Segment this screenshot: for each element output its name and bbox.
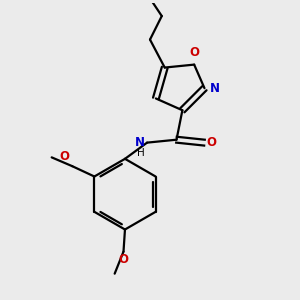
Text: O: O [190, 46, 200, 59]
Text: O: O [59, 150, 69, 163]
Text: H: H [137, 148, 145, 158]
Text: O: O [207, 136, 217, 149]
Text: N: N [135, 136, 145, 149]
Text: N: N [210, 82, 220, 95]
Text: O: O [118, 253, 128, 266]
